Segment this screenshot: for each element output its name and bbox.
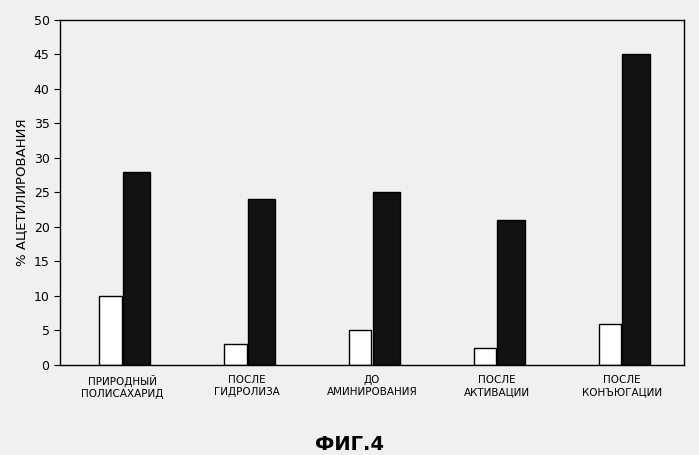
Bar (474, 348, 496, 365)
Bar (99, 296, 122, 365)
Text: ФИГ.4: ФИГ.4 (315, 435, 384, 455)
Bar (349, 330, 371, 365)
Bar (123, 172, 150, 365)
Bar (373, 192, 400, 365)
Bar (248, 199, 275, 365)
Bar (622, 55, 649, 365)
Bar (224, 344, 247, 365)
Y-axis label: % АЦЕТИЛИРОВАНИЯ: % АЦЕТИЛИРОВАНИЯ (15, 119, 28, 266)
Bar (598, 324, 621, 365)
Bar (498, 220, 525, 365)
